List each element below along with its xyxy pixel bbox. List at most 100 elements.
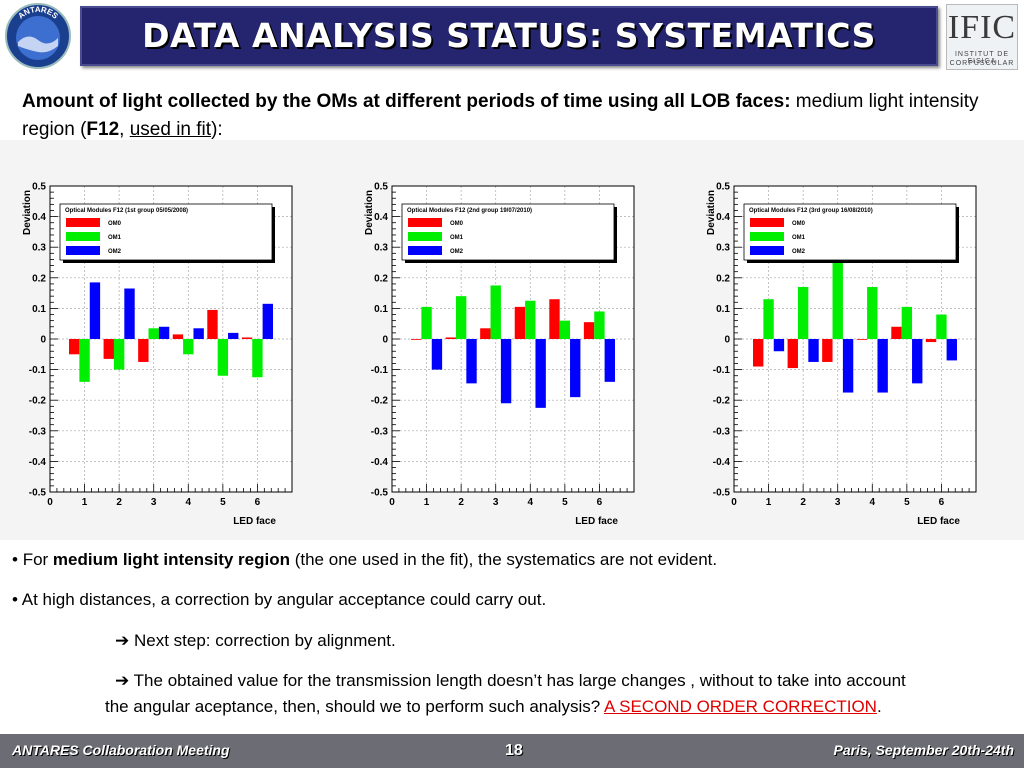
footer-bar: ANTARES Collaboration Meeting 18 Paris, … xyxy=(0,734,1024,768)
y-tick-label: 0.2 xyxy=(716,273,730,284)
x-tick-label: 1 xyxy=(82,497,88,508)
intro-text: Amount of light collected by the OMs at … xyxy=(22,88,1012,144)
y-tick-label: -0.5 xyxy=(371,488,389,499)
bar-om1-face-5 xyxy=(559,320,571,339)
sub-bullet-1: ➔ Next step: correction by alignment. xyxy=(115,628,1012,654)
bullet-1-post: (the one used in the fit), the systemati… xyxy=(290,550,718,569)
y-axis-label: Deviation xyxy=(706,190,717,235)
sub-bullet-1-text: Next step: correction by alignment. xyxy=(133,631,396,650)
bar-om2-face-6 xyxy=(946,339,957,361)
legend-swatch-om0 xyxy=(66,218,100,227)
legend-swatch-om2 xyxy=(408,246,442,255)
y-tick-label: 0.5 xyxy=(374,182,388,193)
legend-label-om0: OM0 xyxy=(792,221,806,227)
x-tick-label: 3 xyxy=(151,497,157,508)
x-axis-label: LED face xyxy=(917,516,960,527)
bar-om0-face-6 xyxy=(583,322,595,339)
y-tick-label: -0.3 xyxy=(29,426,47,437)
bar-om1-face-1 xyxy=(79,339,90,382)
ific-logo: IFIC INSTITUT DE FISICA CORPUSCULAR xyxy=(946,4,1018,70)
y-tick-label: -0.4 xyxy=(713,457,731,468)
y-axis-label: Deviation xyxy=(364,190,375,235)
legend-label-om1: OM1 xyxy=(108,235,122,241)
bar-om0-face-4 xyxy=(856,339,868,340)
x-axis-label: LED face xyxy=(575,516,618,527)
legend-swatch-om0 xyxy=(408,218,442,227)
y-tick-label: -0.1 xyxy=(713,365,731,376)
x-tick-label: 0 xyxy=(731,497,737,508)
legend-label-om0: OM0 xyxy=(450,221,464,227)
bar-om1-face-5 xyxy=(217,339,229,376)
y-tick-label: 0.3 xyxy=(374,243,388,254)
x-axis-label: LED face xyxy=(233,516,276,527)
bar-om1-face-2 xyxy=(455,296,467,339)
chart-2nd-group: 0.50.40.30.20.10-0.1-0.2-0.3-0.4-0.50 1 2 3… xyxy=(364,182,635,527)
y-tick-label: 0.1 xyxy=(716,304,730,315)
x-tick-label: 1 xyxy=(424,497,430,508)
y-tick-label: -0.5 xyxy=(713,488,731,499)
y-tick-label: -0.5 xyxy=(29,488,47,499)
bar-om1-face-6 xyxy=(252,339,263,378)
y-tick-label: 0.4 xyxy=(716,212,730,223)
bar-om0-face-6 xyxy=(241,337,253,339)
bullet-2-text: At high distances, a correction by angul… xyxy=(21,590,547,609)
footer-location: Paris, September 20th-24th xyxy=(833,742,1014,758)
x-tick-label: 2 xyxy=(458,497,464,508)
arrow-icon: ➔ xyxy=(115,671,130,690)
bar-om2-face-5 xyxy=(228,332,239,339)
bar-om2-face-2 xyxy=(808,339,819,362)
bar-om0-face-5 xyxy=(549,299,560,339)
bar-om2-face-6 xyxy=(604,339,615,382)
second-order-correction-link[interactable]: A SECOND ORDER CORRECTION xyxy=(603,697,877,716)
legend-swatch-om1 xyxy=(750,232,784,241)
bar-om2-face-3 xyxy=(158,326,170,339)
bullet-1-bold: medium light intensity region xyxy=(52,550,290,569)
footer-meeting: ANTARES Collaboration Meeting xyxy=(12,742,230,758)
y-tick-label: -0.2 xyxy=(29,396,47,407)
bar-om1-face-4 xyxy=(867,286,878,339)
legend-swatch-om0 xyxy=(750,218,784,227)
x-tick-label: 4 xyxy=(870,497,876,508)
bar-om1-face-3 xyxy=(148,328,159,339)
sub-bullet-2-line1: The obtained value for the transmission … xyxy=(133,671,906,690)
ific-logo-line2: CORPUSCULAR xyxy=(949,60,1015,67)
legend-swatch-om2 xyxy=(66,246,100,255)
plot-frame xyxy=(391,185,635,493)
bar-om1-face-2 xyxy=(113,339,125,370)
ific-logo-line1: INSTITUT DE FISICA xyxy=(954,51,1010,65)
sub-bullet-2-end: . xyxy=(876,697,882,716)
bar-om0-face-2 xyxy=(787,339,798,369)
bullet-2: • At high distances, a correction by ang… xyxy=(12,590,547,609)
x-tick-label: 0 xyxy=(389,497,395,508)
chart-1st-group: 0.50.40.30.20.10-0.1-0.2-0.3-0.4-0.50 1 2 3… xyxy=(22,182,293,527)
y-tick-label: 0 xyxy=(382,335,388,346)
bar-om2-face-3 xyxy=(500,339,512,404)
chart-3rd-group: 0.50.40.30.20.10-0.1-0.2-0.3-0.4-0.50 1 2 3… xyxy=(706,182,977,527)
y-tick-label: 0.2 xyxy=(374,273,388,284)
bar-om2-face-1 xyxy=(431,339,443,370)
bar-om0-face-3 xyxy=(822,339,833,362)
bar-om2-face-2 xyxy=(124,288,135,339)
bar-om0-face-4 xyxy=(172,334,184,339)
bar-om2-face-4 xyxy=(877,339,888,393)
x-tick-label: 4 xyxy=(528,497,534,508)
legend-title: Optical Modules F12 (2nd group 19/07/201… xyxy=(407,208,532,214)
bar-om0-face-6 xyxy=(925,339,937,343)
legend-swatch-om2 xyxy=(750,246,784,255)
y-tick-label: 0.2 xyxy=(32,273,46,284)
bar-om1-face-2 xyxy=(797,286,809,339)
y-tick-label: 0.3 xyxy=(32,243,46,254)
x-tick-label: 4 xyxy=(186,497,192,508)
y-tick-label: -0.2 xyxy=(371,396,389,407)
bar-om2-face-2 xyxy=(466,339,477,384)
y-tick-label: -0.3 xyxy=(713,426,731,437)
legend-label-om0: OM0 xyxy=(108,221,122,227)
bar-om1-face-6 xyxy=(936,314,947,339)
title-bar: DATA ANALYSIS STATUS: SYSTEMATICS xyxy=(80,6,938,66)
y-tick-label: -0.1 xyxy=(29,365,47,376)
bar-om2-face-4 xyxy=(193,328,204,339)
bar-om0-face-5 xyxy=(207,309,218,339)
intro-sep: , xyxy=(119,119,130,140)
bar-om2-face-6 xyxy=(262,303,273,339)
ific-logo-text: IFIC xyxy=(947,9,1017,46)
